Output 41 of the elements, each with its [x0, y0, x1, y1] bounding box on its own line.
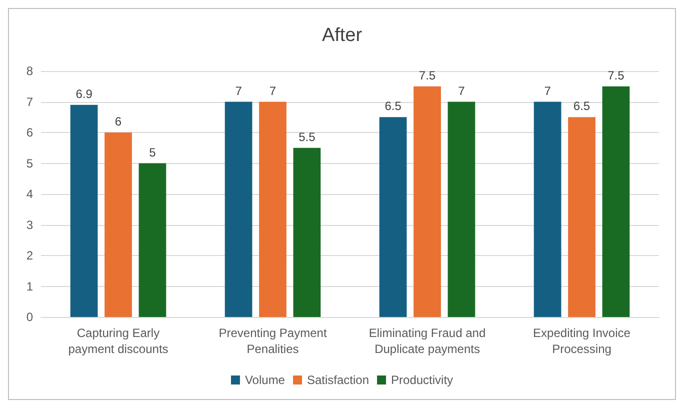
x-tick-label: Expediting Invoice Processing — [533, 326, 631, 356]
bar — [104, 132, 132, 317]
bar — [259, 102, 286, 317]
legend-label: Volume — [244, 373, 286, 387]
y-tick-label: 7 — [26, 94, 34, 109]
x-tick-label: Preventing Payment Penalities — [218, 326, 328, 356]
data-label: 7 — [235, 84, 242, 98]
data-label: 6.9 — [76, 86, 93, 101]
data-label: 6 — [114, 114, 122, 128]
y-tick-label: 8 — [26, 64, 34, 78]
bar — [138, 163, 166, 317]
data-label: 7 — [458, 84, 466, 98]
legend-label: Productivity — [391, 373, 454, 387]
data-label: 6.5 — [384, 99, 402, 114]
x-tick-label: Capturing Early payment discounts — [68, 326, 168, 356]
data-label: 7.5 — [608, 68, 625, 82]
bar — [293, 148, 321, 317]
chart-title: After — [322, 25, 363, 46]
y-tick-label: 2 — [26, 248, 34, 262]
data-label: 6.5 — [573, 99, 590, 114]
data-label: 7 — [544, 84, 552, 98]
bar — [534, 102, 562, 317]
data-label: 5 — [149, 145, 156, 160]
x-tick-label: Eliminating Fraud and Duplicate payments — [368, 326, 486, 356]
y-tick-label: 0 — [26, 310, 34, 324]
data-label: 5.5 — [298, 130, 316, 144]
data-label: 7 — [269, 84, 276, 98]
y-tick-label: 5 — [26, 156, 34, 170]
data-label: 7.5 — [418, 68, 436, 82]
bar — [602, 86, 630, 317]
bar — [70, 104, 98, 317]
bar — [448, 102, 476, 317]
y-tick-label: 4 — [26, 187, 34, 201]
bar — [414, 86, 441, 317]
legend-label: Satisfaction — [306, 373, 370, 387]
y-tick-label: 6 — [26, 126, 34, 140]
bar — [379, 117, 407, 317]
y-tick-label: 1 — [26, 279, 34, 294]
y-tick-label: 3 — [26, 218, 34, 232]
bar — [224, 102, 252, 317]
bar — [568, 117, 596, 317]
